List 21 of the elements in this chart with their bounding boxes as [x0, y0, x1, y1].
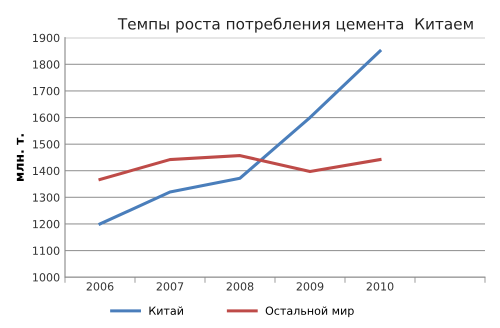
y-tick-label: 1400	[33, 166, 60, 176]
legend-label: Остальной мир	[266, 306, 354, 318]
y-tick-label: 1700	[33, 86, 60, 96]
line-series	[98, 154, 382, 182]
x-tick-label: 2006	[86, 282, 114, 291]
x-tick-label: 2010	[366, 282, 394, 291]
line-series	[98, 49, 382, 226]
y-axis-title: млн. т.	[16, 134, 24, 181]
x-tick-label: 2009	[296, 282, 324, 291]
x-tick-label: 2007	[156, 282, 184, 291]
y-tick-label: 1600	[33, 114, 60, 122]
legend-label: Китай	[149, 306, 183, 315]
y-tick-label: 1200	[33, 220, 60, 228]
x-tick-label: 2008	[226, 282, 254, 291]
y-tick-label: 1800	[33, 60, 60, 69]
chart-title: Темпы роста потребления цемента Китаем	[118, 18, 473, 33]
y-tick-label: 1100	[33, 246, 60, 255]
y-tick-label: 1500	[33, 140, 60, 149]
y-tick-label: 1900	[33, 34, 60, 42]
y-tick-label: 1300	[33, 193, 60, 202]
y-tick-label: 1000	[33, 273, 60, 282]
